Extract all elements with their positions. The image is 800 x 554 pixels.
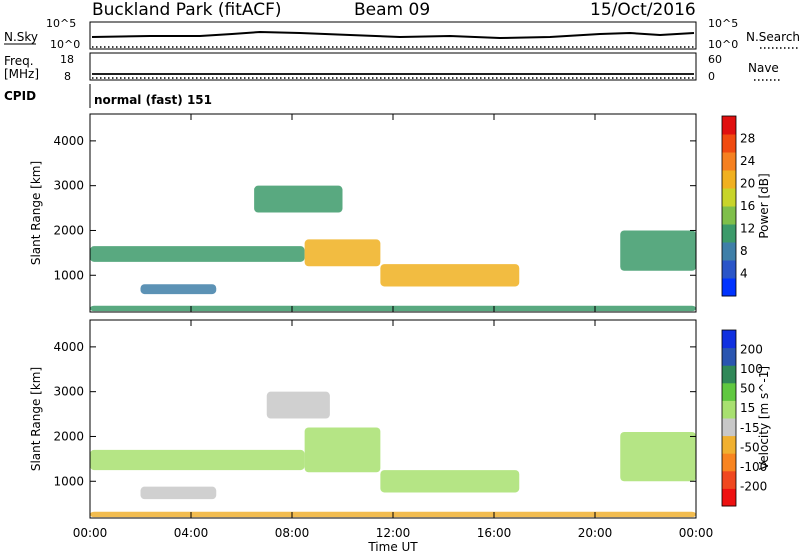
echo-region-2 — [380, 470, 520, 493]
freq-unit: [MHz] — [4, 67, 39, 81]
colorbar-tick-label: 16 — [740, 199, 755, 213]
colorbar-segment — [722, 488, 736, 507]
colorbar-tick-label: 12 — [740, 222, 755, 236]
y-tick-label: 4000 — [53, 340, 84, 354]
colorbar-segment — [722, 453, 736, 472]
echo-region-1 — [304, 239, 381, 267]
nsearch-label: N.Search — [746, 30, 800, 44]
beam-label: Beam 09 — [354, 0, 430, 20]
colorbar-tick-label: 28 — [740, 132, 755, 146]
y-tick-label: 1000 — [53, 474, 84, 488]
y-tick-label: 2000 — [53, 223, 84, 237]
colorbar-tick-label: 15 — [740, 401, 755, 415]
colorbar-segment — [722, 347, 736, 366]
plot-title: Buckland Park (fitACF) — [92, 0, 282, 20]
colorbar-label: Power [dB] — [757, 173, 771, 238]
time-axis: 00:00 04:00 08:00 12:00 16:00 20:00 00:00 Time … — [73, 526, 714, 554]
date-label: 15/Oct/2016 — [590, 0, 696, 20]
colorbar-segment — [722, 152, 736, 171]
nsky-strip: N.Sky 10^5 10^0 10^5 10^0 N.Search — [4, 17, 800, 51]
y-tick-label: 4000 — [53, 134, 84, 148]
nsky-line — [91, 30, 695, 40]
power-colorbar: 4 8 12 16 20 24 28 Power [dB] — [721, 115, 771, 297]
colorbar-tick-label: -200 — [740, 479, 767, 493]
colorbar-segment — [722, 206, 736, 225]
y-tick-label: 2000 — [53, 429, 84, 443]
x-tick-label: 08:00 — [275, 526, 310, 540]
echo-region-3 — [266, 391, 330, 419]
colorbar-frame — [721, 115, 737, 297]
echo-region-3 — [254, 185, 343, 213]
x-tick-label: 00:00 — [679, 526, 714, 540]
nsky-tick-low: 10^0 — [50, 38, 80, 51]
power-panel: 1000 2000 3000 4000 Slant Range [km] — [29, 113, 697, 313]
colorbar-segment — [722, 400, 736, 419]
y-axis-label: Slant Range [km] — [29, 161, 43, 265]
freq-strip-frame — [89, 52, 697, 81]
colorbar-label: Velocity [m s^-1] — [757, 366, 771, 470]
colorbar-frame — [721, 329, 737, 507]
colorbar-tick-label: 20 — [740, 177, 755, 191]
colorbar-tick-label: 4 — [740, 267, 748, 281]
nave-tick-high: 60 — [708, 53, 722, 66]
echo-region-0 — [90, 449, 305, 471]
colorbar-tick-label: 50 — [740, 382, 755, 396]
colorbar-segment — [722, 260, 736, 279]
colorbar-segment — [722, 435, 736, 454]
colorbar-segment — [722, 242, 736, 261]
colorbar-tick-label: 24 — [740, 154, 755, 168]
x-tick-label: 12:00 — [376, 526, 411, 540]
colorbar-segment — [722, 470, 736, 489]
colorbar-segment — [722, 365, 736, 384]
y-tick-label: 3000 — [53, 385, 84, 399]
x-tick-label: 04:00 — [174, 526, 209, 540]
nsky-label: N.Sky — [4, 30, 38, 44]
colorbar-tick-label: 200 — [740, 343, 763, 357]
velocity-colorbar: -200 -100 -50 -15 15 50 100 200 Velocity [m s^-1… — [721, 329, 771, 507]
echo-region-4 — [140, 486, 217, 500]
echo-region-4 — [140, 284, 217, 295]
cpid-value: normal (fast) 151 — [94, 93, 212, 107]
echo-region-5 — [620, 230, 696, 271]
nave-tick-low: 0 — [708, 70, 715, 83]
colorbar-segment — [722, 330, 736, 349]
colorbar-tick-label: -50 — [740, 440, 760, 454]
freq-strip: Freq. [MHz] 18 8 60 0 Nave — [4, 52, 782, 83]
colorbar-tick-label: -100 — [740, 460, 767, 474]
echo-region-0 — [90, 246, 305, 262]
nave-label: Nave — [748, 61, 779, 75]
nsearch-tick-high: 10^5 — [708, 17, 738, 30]
colorbar-tick-label: 100 — [740, 362, 763, 376]
nsky-tick-high: 10^5 — [46, 17, 76, 30]
y-tick-label: 3000 — [53, 179, 84, 193]
x-axis-label: Time UT — [367, 540, 418, 554]
freq-tick-high: 18 — [60, 53, 74, 66]
freq-label: Freq. — [4, 54, 34, 68]
colorbar-segment — [722, 382, 736, 401]
x-tick-label: 16:00 — [477, 526, 512, 540]
colorbar-segment — [722, 278, 736, 297]
nsearch-tick-low: 10^0 — [708, 38, 738, 51]
echo-region-1 — [304, 427, 381, 473]
colorbar-segment — [722, 418, 736, 437]
y-axis-label: Slant Range [km] — [29, 367, 43, 471]
echo-region-5 — [620, 431, 696, 482]
colorbar-tick-label: 8 — [740, 244, 748, 258]
colorbar-segment — [722, 224, 736, 243]
y-tick-label: 1000 — [53, 268, 84, 282]
cpid-label: CPID — [4, 89, 36, 103]
x-tick-label: 20:00 — [578, 526, 613, 540]
echo-region-2 — [380, 264, 520, 287]
colorbar-tick-label: -15 — [740, 421, 760, 435]
colorbar-segment — [722, 170, 736, 189]
colorbar-segment — [722, 134, 736, 153]
x-tick-label: 00:00 — [73, 526, 108, 540]
nsky-strip-frame — [89, 21, 697, 50]
freq-tick-low: 8 — [64, 70, 71, 83]
colorbar-segment — [722, 116, 736, 135]
colorbar-segment — [722, 188, 736, 207]
velocity-panel: 1000 2000 3000 4000 Slant Range [km] — [29, 319, 697, 519]
